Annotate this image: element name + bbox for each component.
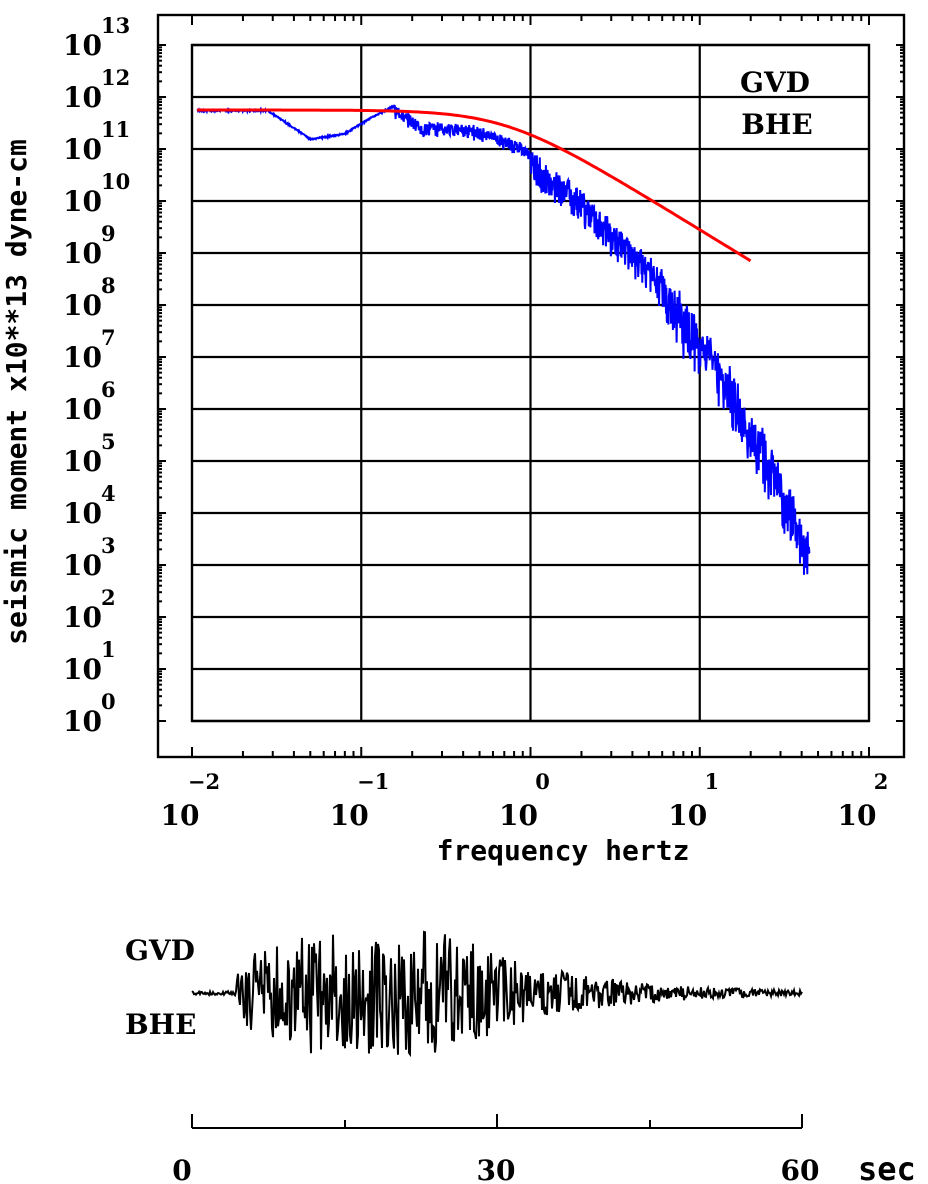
component-label: BHE (741, 108, 812, 141)
y-tick-label-base: 10 (63, 601, 102, 634)
y-tick-label-exponent: 1 (101, 637, 116, 662)
y-tick-label-base: 10 (63, 549, 102, 582)
x-tick-labels: 10 −2 10 −1 10 0 10 1 10 2 (161, 769, 889, 832)
y-axis-label: seismic moment x10**13 dyne-cm (0, 139, 33, 645)
y-tick-label-exponent: 5 (101, 429, 116, 454)
y-tick-label-exponent: 6 (101, 377, 116, 402)
time-unit-label: sec (858, 1150, 916, 1184)
y-tick-label-exponent: 12 (101, 65, 130, 90)
y-tick-label-exponent: 4 (101, 481, 116, 506)
x-axis-label: frequency hertz (437, 834, 690, 867)
time-tick-30: 30 (477, 1154, 516, 1184)
y-tick-label-base: 10 (63, 393, 102, 426)
x-tick-label-exponent: 2 (874, 769, 889, 794)
time-tick-0: 0 (172, 1154, 191, 1184)
seismogram-trace (191, 930, 803, 1058)
x-tick-label-base: 10 (499, 799, 538, 832)
y-tick-labels: 1013101210111010109108107106105104103102… (63, 13, 130, 738)
y-tick-label-exponent: 0 (101, 689, 116, 714)
seismogram-line (191, 930, 803, 1058)
y-tick-label-base: 10 (63, 705, 102, 738)
y-tick-label-exponent: 3 (101, 533, 116, 558)
y-tick-label-base: 10 (63, 497, 102, 530)
x-tick-label-base: 10 (161, 799, 200, 832)
y-tick-label-base: 10 (63, 237, 102, 270)
y-tick-label-exponent: 13 (101, 13, 130, 38)
y-tick-label-base: 10 (63, 341, 102, 374)
x-tick-label-exponent: 1 (704, 769, 719, 794)
seismogram-station-label: GVD (125, 934, 195, 967)
station-label: GVD (740, 66, 810, 99)
y-tick-label-exponent: 7 (101, 325, 116, 350)
time-tick-60: 60 (781, 1154, 820, 1184)
observed-spectrum-line (196, 104, 811, 575)
spectrum-plot: 1013101210111010109108107106105104103102… (0, 13, 906, 867)
seismogram-component-label: BHE (125, 1008, 196, 1041)
y-tick-label-exponent: 8 (101, 273, 116, 298)
y-tick-label-exponent: 2 (101, 585, 116, 610)
y-tick-label-base: 10 (63, 185, 102, 218)
x-tick-label-exponent: 0 (535, 769, 550, 794)
model-fit-line (197, 108, 752, 263)
y-tick-label-base: 10 (63, 29, 102, 62)
y-tick-label-exponent: 11 (101, 117, 130, 142)
seismogram-plot: GVD BHE 0 30 60 sec (125, 930, 916, 1184)
plot-grid (192, 43, 869, 723)
plot-series (196, 104, 811, 575)
plot-frame-inner (190, 43, 871, 723)
x-tick-label-exponent: −1 (357, 769, 389, 794)
y-tick-label-exponent: 10 (101, 169, 130, 194)
y-tick-label-base: 10 (63, 445, 102, 478)
x-tick-label-base: 10 (668, 799, 707, 832)
y-tick-label-exponent: 9 (101, 221, 116, 246)
y-tick-label-base: 10 (63, 133, 102, 166)
y-tick-label-base: 10 (63, 81, 102, 114)
x-tick-label-base: 10 (330, 799, 369, 832)
x-tick-label-base: 10 (838, 799, 877, 832)
plot-frame-outer (156, 13, 906, 759)
x-tick-label-exponent: −2 (188, 769, 220, 794)
y-tick-label-base: 10 (63, 653, 102, 686)
y-tick-label-base: 10 (63, 289, 102, 322)
time-axis (191, 1114, 803, 1129)
